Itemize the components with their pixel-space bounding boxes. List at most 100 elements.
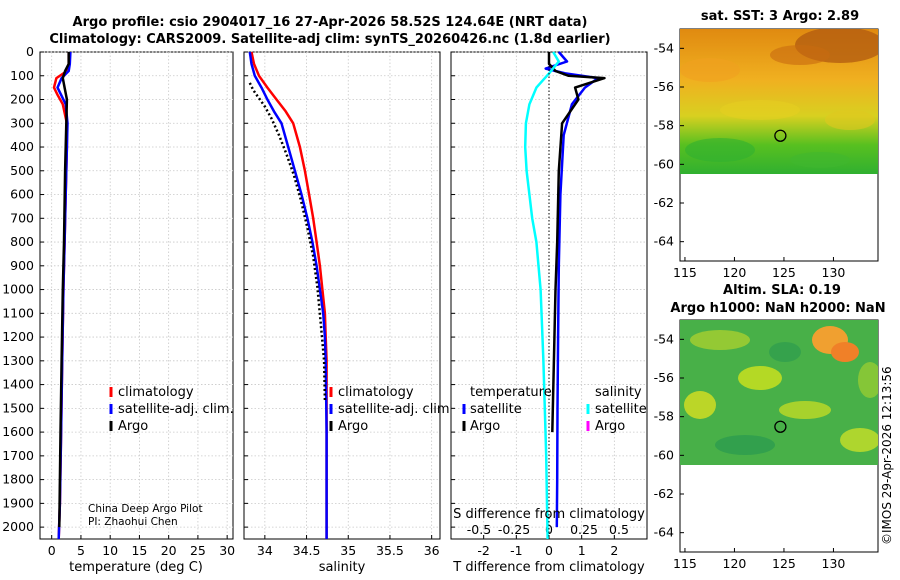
x-tick-label: -1 [510, 543, 522, 558]
lat-tick-label: -58 [654, 409, 674, 424]
x-tick-label: 1 [578, 543, 586, 558]
lat-tick-label: -56 [654, 370, 674, 385]
x-tick-label: 25 [190, 543, 206, 558]
lat-tick-label: -56 [654, 79, 674, 94]
difference-xlabel: T difference from climatology [452, 560, 645, 575]
diff-legend-t-satellite: satellite [470, 402, 522, 417]
depth-tick-label: 1100 [2, 305, 34, 320]
depth-tick-label: 700 [10, 210, 34, 225]
x-tick-label: 0 [545, 543, 553, 558]
depth-tick-label: 1500 [2, 400, 34, 415]
sla-map-title: Altim. SLA: 0.19 [723, 283, 841, 298]
diff-legend-s-argo: Argo [595, 419, 625, 434]
lon-tick-label: 125 [772, 265, 796, 280]
depth-tick-label: 900 [10, 258, 34, 273]
depth-tick-label: 1600 [2, 424, 34, 439]
sst-map: sat. SST: 3 Argo: 2.89 115 120 125 130 -54 -5… [654, 9, 879, 280]
temperature-axes [39, 51, 234, 540]
x-tick-label: -2 [477, 543, 489, 558]
depth-tick-label: 800 [10, 234, 34, 249]
legend-header-temperature: temperature [470, 385, 552, 400]
depth-tick-label: 500 [10, 163, 34, 178]
depth-tick-label: 600 [10, 187, 34, 202]
lon-tick-label: 120 [723, 265, 747, 280]
lat-tick-label: -62 [654, 195, 674, 210]
depth-tick-label: 400 [10, 139, 34, 154]
depth-tick-label: 1400 [2, 377, 34, 392]
sst-heatmap [680, 29, 878, 174]
diff-legend-s-satellite: satellite [595, 402, 647, 417]
x-tick-label: 0 [48, 543, 56, 558]
lat-tick-label: -62 [654, 486, 674, 501]
series-argo [58, 52, 70, 528]
legend-header-salinity: salinity [595, 385, 642, 400]
series-satellite-adj-clim- [248, 51, 328, 539]
x-tick-label: 2 [610, 543, 618, 558]
salinity-panel: 34 34.5 35 35.5 36 salinity climatology sate… [243, 51, 454, 575]
lat-tick-label: -54 [654, 331, 674, 346]
legend-climatology: climatology [118, 385, 194, 400]
sst-argo-position-marker [774, 129, 787, 142]
lat-tick-label: -54 [654, 40, 674, 55]
depth-tick-label: 300 [10, 115, 34, 130]
depth-tick-label: 1800 [2, 472, 34, 487]
title-line-1: Argo profile: csio 2904017_16 27-Apr-202… [72, 15, 588, 30]
diff-legend-t-argo: Argo [470, 419, 500, 434]
x-tick-label: 35 [340, 543, 356, 558]
x-tick-label: 35.5 [376, 543, 404, 558]
project-credit: China Deep Argo Pilot [88, 503, 203, 515]
lat-tick-label: -60 [654, 156, 674, 171]
lon-tick-label: 130 [822, 556, 846, 571]
s-diff-tick-label: 0.25 [570, 522, 598, 537]
x-tick-label: 20 [161, 543, 177, 558]
salinity-axes [243, 51, 441, 540]
sal-legend-argo: Argo [338, 419, 368, 434]
main-title: Argo profile: csio 2904017_16 27-Apr-202… [0, 14, 660, 48]
sst-map-title: sat. SST: 3 Argo: 2.89 [701, 9, 859, 24]
x-tick-label: 34.5 [293, 543, 321, 558]
salinity-xlabel: salinity [319, 560, 366, 575]
sla-map: Altim. SLA: 0.19 Argo h1000: NaN h2000: … [654, 283, 886, 571]
pi-credit: PI: Zhaohui Chen [88, 516, 178, 528]
x-tick-label: 34 [257, 543, 273, 558]
lon-tick-label: 125 [772, 556, 796, 571]
depth-tick-label: 1900 [2, 495, 34, 510]
sla-map-subtitle: Argo h1000: NaN h2000: NaN [670, 301, 885, 316]
temperature-xlabel: temperature (deg C) [69, 560, 203, 575]
s-diff-tick-label: 0.5 [609, 522, 629, 537]
depth-tick-label: 100 [10, 68, 34, 83]
sal-legend-climatology: climatology [338, 385, 414, 400]
imos-timestamp: ©IMOS 29-Apr-2026 12:13:56 [880, 366, 894, 545]
sal-legend-satellite: satellite-adj. clim. [338, 402, 454, 417]
lat-tick-label: -64 [654, 525, 674, 540]
temperature-panel: 0100200300400500600700800900100011001200… [2, 44, 235, 575]
lon-tick-label: 130 [822, 265, 846, 280]
lat-tick-label: -64 [654, 234, 674, 249]
depth-tick-label: 2000 [2, 519, 34, 534]
lat-tick-label: -60 [654, 447, 674, 462]
series-t-satellite [544, 51, 600, 528]
depth-tick-label: 0 [26, 44, 34, 59]
lon-tick-label: 115 [673, 556, 697, 571]
lon-tick-label: 120 [723, 556, 747, 571]
title-line-2: Climatology: CARS2009. Satellite-adj cli… [49, 32, 611, 47]
difference-xlabel-top: S difference from climatology [453, 507, 645, 522]
x-tick-label: 15 [131, 543, 147, 558]
s-diff-tick-label: -0.5 [467, 522, 491, 537]
legend-argo: Argo [118, 419, 148, 434]
series-t-argo [547, 52, 606, 433]
x-tick-label: 5 [77, 543, 85, 558]
lon-tick-label: 115 [673, 265, 697, 280]
depth-tick-label: 1300 [2, 353, 34, 368]
s-diff-tick-label: -0.25 [498, 522, 530, 537]
series-s-satellite [523, 51, 561, 540]
sla-heatmap [680, 320, 878, 465]
depth-tick-label: 1200 [2, 329, 34, 344]
lat-tick-label: -58 [654, 118, 674, 133]
depth-tick-label: 1700 [2, 448, 34, 463]
depth-tick-label: 1000 [2, 282, 34, 297]
x-tick-label: 10 [102, 543, 118, 558]
sla-argo-position-marker [774, 420, 787, 433]
